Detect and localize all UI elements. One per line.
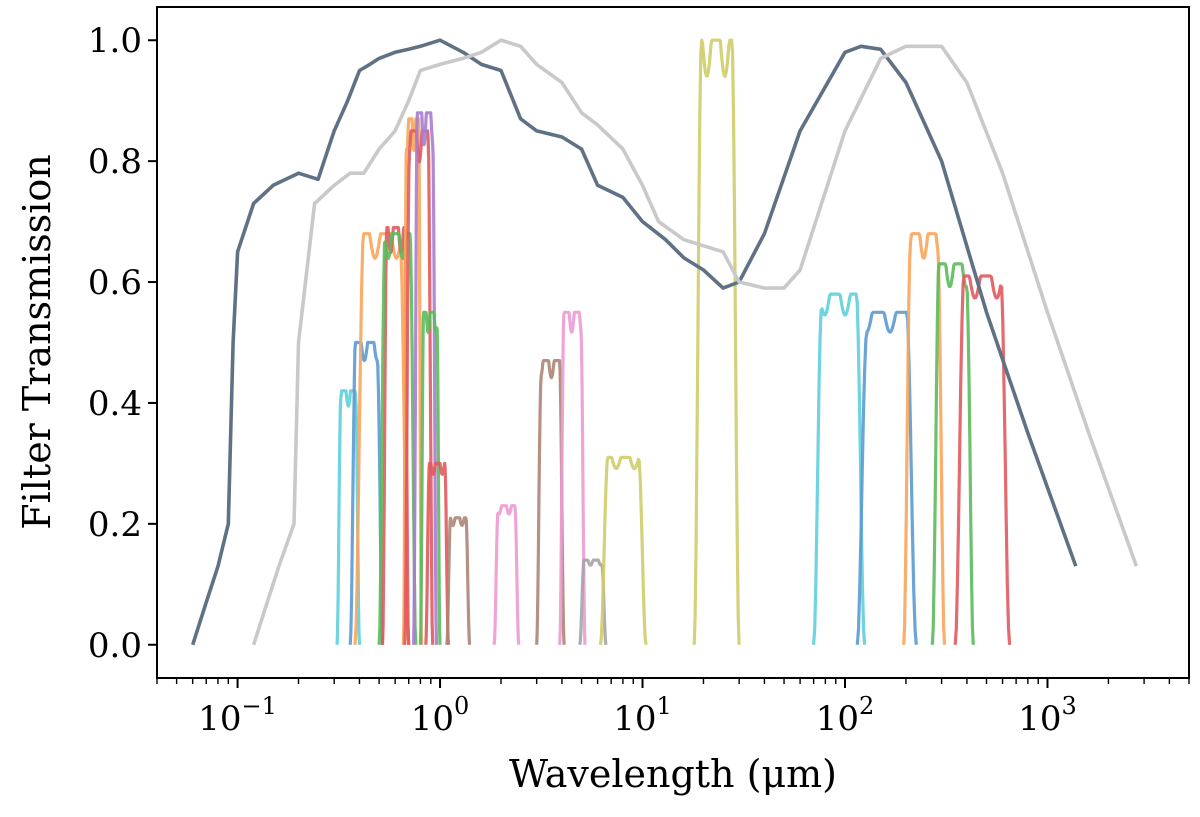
- filter-curve-17: [692, 38, 741, 645]
- x-tick-label: 103: [1018, 692, 1077, 739]
- filter-curve-10: [424, 461, 450, 645]
- filter-curve-21: [930, 262, 975, 645]
- y-tick-label: 0.4: [88, 384, 142, 424]
- filter-curve-5: [377, 232, 418, 645]
- y-tick-label: 0.2: [88, 505, 142, 545]
- filter-curve-11: [445, 516, 472, 645]
- sed-light-curve: [251, 38, 1139, 646]
- filter-curve-12: [492, 504, 521, 645]
- series-layer: [190, 38, 1139, 646]
- filter-curve-18: [812, 292, 867, 645]
- filter-curve-9: [418, 310, 442, 645]
- x-tick-label: 10−1: [198, 692, 277, 739]
- y-axis-label: Filter Transmission: [15, 154, 59, 530]
- filter-curve-13: [535, 359, 566, 645]
- plot-frame: [156, 6, 1190, 679]
- filter-curve-2: [348, 340, 385, 645]
- filter-curve-20: [902, 232, 947, 645]
- filter-curve-19: [855, 310, 918, 645]
- y-tick-labels: 0.0 0.2 0.4 0.6 0.8 1.0: [88, 21, 142, 666]
- filter-curve-8: [412, 111, 439, 645]
- filter-curve-22: [953, 274, 1012, 645]
- filter-curve-15: [578, 558, 608, 646]
- sed-dark-curve: [190, 38, 1078, 646]
- filter-curve-1: [335, 389, 362, 645]
- filter-curve-14: [558, 310, 587, 645]
- filter-curve-16: [598, 455, 648, 645]
- y-tick-label: 0.8: [88, 142, 142, 182]
- filter-curve-7: [403, 129, 435, 645]
- x-tick-label: 102: [816, 692, 875, 739]
- y-tick-label: 0.0: [88, 626, 142, 666]
- y-tick-label: 1.0: [88, 21, 142, 61]
- x-axis-label: Wavelength (μm): [509, 752, 837, 796]
- y-tick-label: 0.6: [88, 263, 142, 303]
- axis-ticks: [148, 39, 1190, 688]
- x-tick-label: 100: [411, 692, 470, 739]
- x-tick-labels: 10−1 100 101 102 103: [198, 692, 1077, 739]
- x-tick-label: 101: [613, 692, 672, 739]
